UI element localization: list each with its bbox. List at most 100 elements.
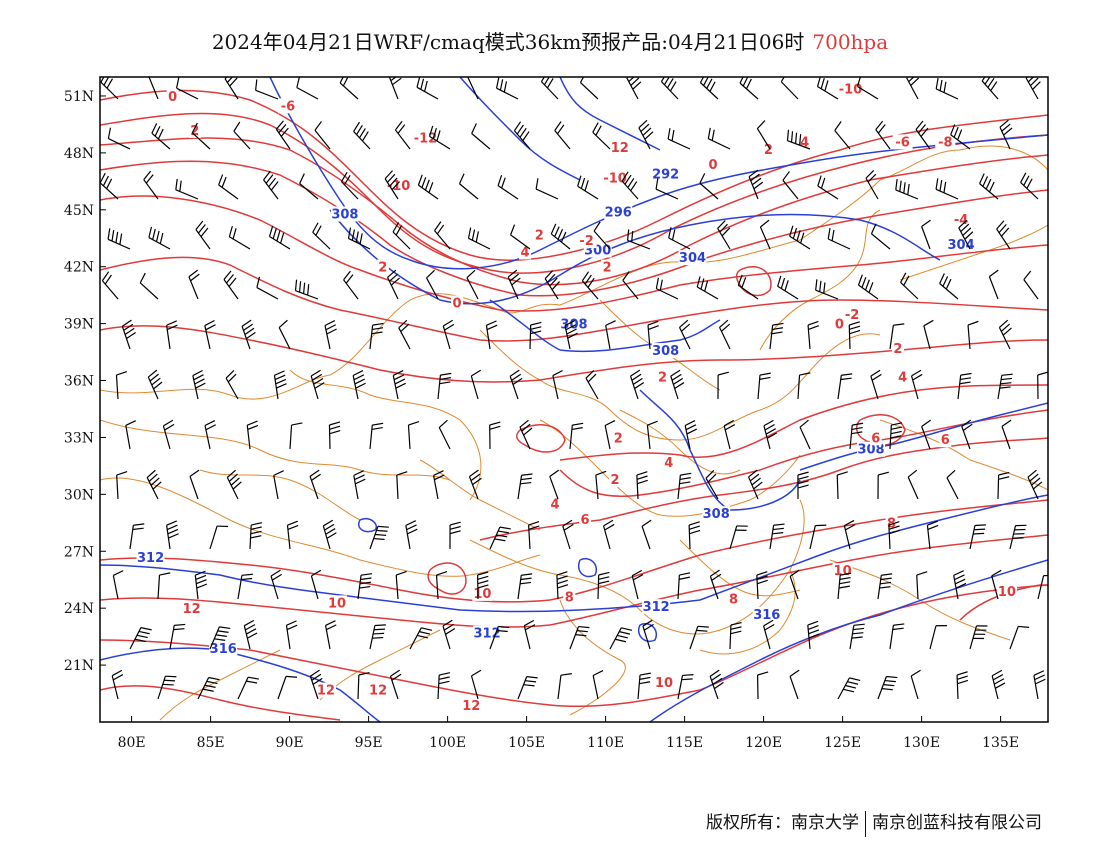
wind-barb [910, 669, 921, 700]
wind-barb [556, 571, 569, 600]
wind-barb [489, 421, 501, 450]
wind-barb [175, 178, 199, 200]
temperature-contour-label-bg [549, 496, 562, 512]
wind-barb [759, 219, 771, 250]
temperature-contour-label-bg [579, 511, 592, 527]
wind-barb [837, 373, 853, 400]
temperature-contour-label-bg [891, 341, 904, 357]
wind-barb [769, 523, 785, 550]
wind-barb [243, 619, 258, 650]
wind-barb [517, 473, 533, 500]
wind-barb [877, 573, 893, 600]
temperature-contour-label: 6 [871, 431, 880, 446]
temperature-contour-label: -2 [579, 234, 593, 249]
wind-barb [485, 320, 498, 350]
wind-barb [667, 128, 691, 150]
wind-barb [569, 422, 584, 450]
wind-barb [189, 469, 200, 500]
wind-barb [816, 77, 839, 100]
wind-barb [888, 521, 900, 550]
temperature-contour-label-bg [662, 455, 675, 470]
height-contour-label: 316 [753, 608, 780, 623]
temperature-contour-label-bg [727, 591, 740, 607]
height-contour-label-bg [678, 250, 707, 266]
temperature-contour-label-bg [576, 233, 597, 249]
temperature-contour-label: 0 [709, 158, 718, 173]
wind-barb [434, 221, 451, 250]
wind-barb [915, 120, 931, 150]
wind-barb [763, 619, 775, 650]
wind-barb [233, 121, 251, 150]
temperature-contour-label-bg [188, 123, 201, 139]
temperature-contour-label-bg [411, 130, 440, 146]
wind-barb [585, 370, 599, 400]
wind-barb [997, 373, 1013, 400]
wind-barb [324, 620, 337, 650]
lat-tick-label: 48N [64, 146, 94, 162]
wind-barb [646, 420, 658, 450]
temperature-contour-label-bg [609, 140, 630, 156]
temperature-contour-label-bg [833, 316, 846, 332]
wind-barb [1009, 625, 1030, 650]
temperature-contour-label: 6 [581, 513, 590, 528]
wind-barb [557, 673, 572, 700]
wind-barb [310, 569, 322, 600]
temperature-contour-label-bg [315, 682, 336, 698]
height-contour-label: 296 [605, 206, 632, 221]
lon-tick-label: 95E [355, 735, 383, 751]
wind-barb [935, 78, 959, 100]
wind-barb [817, 175, 839, 200]
height-contour-label-bg [702, 506, 731, 522]
wind-barb [398, 319, 411, 350]
temperature-contour-label-bg [707, 157, 720, 173]
wind-barb [849, 623, 865, 650]
wind-barb [442, 619, 456, 650]
temperature-contour-label-bg [654, 675, 675, 691]
wind-barb [246, 420, 259, 450]
wind-barb [296, 77, 319, 100]
wind-barb [407, 420, 420, 450]
wind-barb [889, 422, 903, 450]
wind-barb [347, 227, 371, 250]
temperature-contour-label: -6 [281, 99, 295, 114]
wind-barb [900, 272, 919, 300]
wind-barb [593, 221, 611, 250]
height-contour-label-bg [642, 599, 671, 615]
height-contour-label-bg [560, 316, 588, 332]
wind-barb [112, 570, 124, 600]
wind-barb [979, 173, 999, 200]
wind-barb [225, 369, 239, 400]
temperature-contour-label: 10 [834, 564, 852, 579]
temperature-contour-label: -2 [845, 308, 859, 323]
wind-barb [991, 569, 1002, 600]
wind-barb [705, 470, 719, 500]
lon-tick-label: 100E [429, 735, 466, 751]
wind-barb [756, 120, 771, 150]
wind-barb [562, 519, 574, 550]
wind-barb [353, 470, 366, 500]
wind-barb [605, 320, 616, 350]
plot-area: 2922963003043043083083083083083123123123… [100, 77, 1048, 722]
wind-barb [495, 77, 519, 100]
wind-barb [286, 520, 299, 550]
wind-barb [870, 369, 882, 400]
wind-barb [569, 625, 590, 650]
wind-barb [969, 524, 986, 550]
wind-barb [195, 220, 211, 250]
axis-ticks [100, 95, 1002, 722]
wind-barb [668, 227, 691, 250]
lat-tick-label: 27N [64, 544, 94, 560]
wind-barb [428, 125, 451, 150]
temperature-contour-label: -4 [954, 213, 968, 228]
temperature-contour-label: 12 [183, 602, 201, 617]
wind-barb [513, 121, 531, 150]
temperature-contour-label: 0 [453, 297, 462, 312]
wind-barb [226, 469, 242, 500]
wind-barb [148, 77, 159, 100]
wind-barb [204, 319, 216, 350]
lon-tick-label: 90E [276, 735, 304, 751]
wind-barb [631, 569, 644, 600]
wind-barb [836, 471, 848, 500]
wind-barb [343, 270, 359, 300]
wind-barb [116, 471, 128, 500]
